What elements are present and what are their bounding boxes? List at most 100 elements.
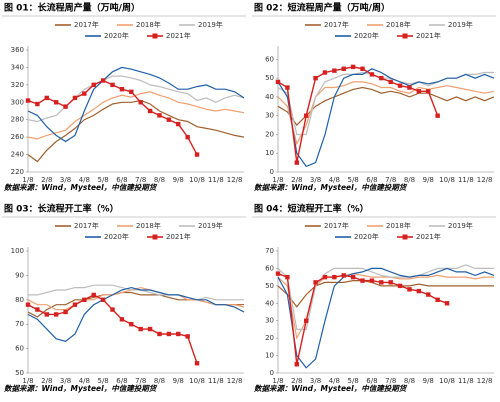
x-tick-label: 5/8 bbox=[97, 377, 108, 385]
series-marker bbox=[388, 280, 393, 285]
x-tick-label: 2/8 bbox=[291, 377, 302, 385]
x-tick-label: 4/8 bbox=[79, 377, 90, 385]
series-marker bbox=[157, 331, 162, 337]
legend-label: 2018年 bbox=[136, 20, 161, 29]
x-tick-label: 10/8 bbox=[189, 377, 205, 385]
legend-marker bbox=[402, 33, 408, 39]
series-marker bbox=[63, 104, 68, 109]
y-tick-label: 70 bbox=[265, 247, 274, 255]
series-marker bbox=[138, 326, 143, 332]
y-tick-label: 280 bbox=[11, 116, 24, 124]
legend-label: 2020年 bbox=[104, 31, 129, 40]
series-marker bbox=[341, 273, 346, 278]
y-tick-label: 30 bbox=[265, 317, 274, 325]
series-line bbox=[27, 75, 245, 123]
series-marker bbox=[185, 334, 190, 339]
series-line bbox=[277, 71, 494, 136]
series-marker bbox=[166, 331, 172, 337]
x-tick-label: 12/8 bbox=[477, 377, 493, 385]
chart-title: 图 02：短流程周产量（万吨/周） bbox=[254, 2, 390, 14]
legend-label: 2018年 bbox=[386, 221, 411, 230]
series-line bbox=[27, 66, 245, 143]
source-note: 数据来源：Wind，Mysteel，中信建投期货 bbox=[4, 183, 158, 192]
y-tick-label: 10 bbox=[265, 149, 274, 157]
series-marker bbox=[157, 113, 162, 118]
legend-label: 2020年 bbox=[104, 232, 129, 241]
series-marker bbox=[397, 83, 403, 88]
y-tick-label: 40 bbox=[265, 299, 274, 307]
series-marker bbox=[275, 79, 281, 85]
legend-label: 2019年 bbox=[198, 20, 223, 29]
x-tick-label: 11/8 bbox=[458, 377, 474, 385]
series-marker bbox=[194, 152, 200, 157]
y-tick-label: 60 bbox=[265, 55, 274, 63]
series-marker bbox=[360, 66, 365, 71]
series-marker bbox=[285, 85, 290, 90]
y-tick-label: 50 bbox=[265, 74, 274, 82]
series-marker bbox=[91, 292, 96, 298]
x-tick-label: 2/8 bbox=[41, 377, 52, 385]
series-marker bbox=[416, 89, 422, 94]
y-tick-label: 70 bbox=[15, 320, 24, 328]
series-marker bbox=[129, 89, 134, 95]
series-marker bbox=[435, 297, 440, 302]
x-tick-label: 12/8 bbox=[227, 176, 243, 184]
series-marker bbox=[91, 82, 96, 88]
series-marker bbox=[294, 362, 299, 367]
y-tick-label: 20 bbox=[265, 130, 274, 138]
series-marker bbox=[426, 89, 431, 94]
legend-label: 2017年 bbox=[324, 221, 349, 230]
y-tick-label: 60 bbox=[15, 345, 24, 353]
series-marker bbox=[138, 100, 143, 105]
series-marker bbox=[294, 160, 299, 165]
series-marker bbox=[350, 274, 356, 280]
series-marker bbox=[44, 95, 49, 101]
series-marker bbox=[82, 91, 87, 96]
legend-label: 2019年 bbox=[448, 221, 473, 230]
x-tick-label: 7/8 bbox=[385, 176, 396, 184]
x-tick-label: 10/8 bbox=[189, 176, 205, 184]
legend-marker bbox=[152, 33, 158, 39]
x-tick-label: 8/8 bbox=[154, 377, 165, 385]
legend-label: 2017年 bbox=[74, 20, 99, 29]
x-tick-label: 6/8 bbox=[366, 377, 377, 385]
y-tick-label: 50 bbox=[15, 369, 24, 377]
x-tick-label: 6/8 bbox=[116, 176, 127, 184]
series-marker bbox=[72, 302, 78, 307]
y-tick-label: 360 bbox=[11, 46, 24, 54]
x-tick-label: 11/8 bbox=[458, 176, 474, 184]
x-tick-label: 1/8 bbox=[272, 377, 283, 385]
series-marker bbox=[44, 312, 49, 317]
y-tick-label: 0 bbox=[270, 369, 274, 377]
y-tick-label: 20 bbox=[265, 334, 274, 342]
legend-marker bbox=[152, 234, 158, 240]
series-marker bbox=[35, 307, 40, 312]
series-line bbox=[277, 267, 495, 369]
series-marker bbox=[110, 307, 115, 312]
x-tick-label: 3/8 bbox=[60, 176, 71, 184]
series-marker bbox=[332, 68, 337, 73]
x-tick-label: 5/8 bbox=[347, 377, 358, 385]
chart-title: 图 01：长流程周产量（万吨/周） bbox=[4, 2, 140, 14]
series-marker bbox=[129, 322, 134, 327]
series-line bbox=[28, 284, 244, 301]
series-marker bbox=[322, 70, 328, 75]
x-tick-label: 4/8 bbox=[329, 377, 340, 385]
legend-label: 2020年 bbox=[354, 31, 379, 40]
series-line bbox=[277, 273, 448, 365]
series-marker bbox=[285, 274, 290, 280]
series-marker bbox=[35, 101, 40, 107]
series-marker bbox=[176, 331, 181, 337]
series-marker bbox=[53, 100, 59, 105]
x-tick-label: 3/8 bbox=[310, 377, 321, 385]
x-tick-label: 2/8 bbox=[41, 176, 52, 184]
x-tick-label: 4/8 bbox=[329, 176, 340, 184]
x-tick-label: 7/8 bbox=[385, 377, 396, 385]
x-tick-label: 8/8 bbox=[154, 176, 165, 184]
series-line bbox=[27, 99, 245, 163]
series-marker bbox=[147, 108, 153, 114]
y-tick-label: 30 bbox=[265, 112, 274, 120]
series-marker bbox=[72, 95, 78, 101]
y-tick-label: 100 bbox=[11, 247, 24, 255]
